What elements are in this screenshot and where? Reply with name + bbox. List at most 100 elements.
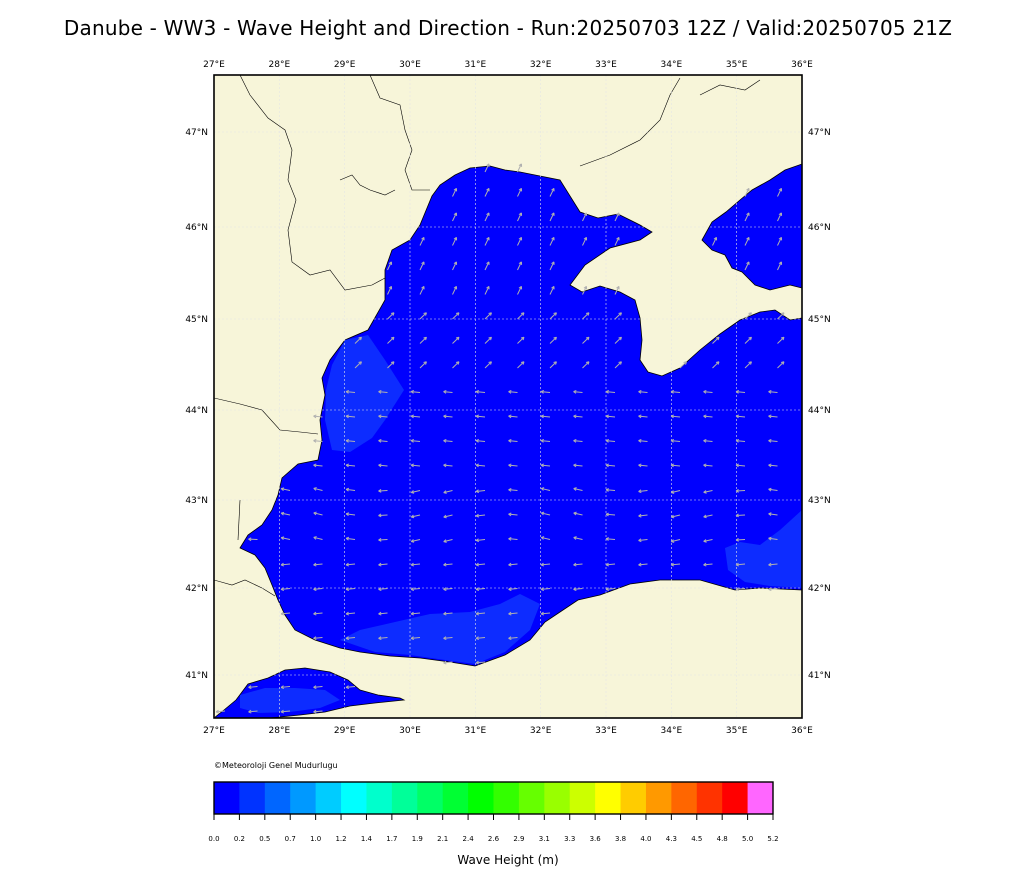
wave-arrow-head bbox=[475, 662, 480, 665]
wave-arrow bbox=[508, 489, 518, 491]
wave-arrow bbox=[541, 536, 551, 540]
lon-labels-top: 27°E 28°E 29°E 30°E 31°E 32°E 33°E 34°E 35°E 36°E bbox=[203, 60, 813, 70]
wave-arrow-head bbox=[638, 564, 642, 567]
wave-arrow-head bbox=[508, 538, 512, 541]
wave-arrow bbox=[215, 710, 226, 713]
wave-arrow-head bbox=[248, 711, 252, 714]
wave-arrow bbox=[605, 588, 616, 590]
wave-arrow-head bbox=[748, 361, 752, 364]
wave-arrow bbox=[313, 440, 323, 442]
wave-arrow bbox=[443, 514, 453, 518]
wave-arrow-head bbox=[280, 686, 285, 690]
wave-arrow-head bbox=[638, 540, 642, 543]
lon-label: 31°E bbox=[465, 60, 487, 70]
wave-arrow-head bbox=[443, 588, 447, 592]
wave-arrow-head bbox=[573, 537, 577, 540]
lat-label: 43°N bbox=[808, 496, 831, 506]
wave-arrow-head bbox=[638, 440, 642, 443]
wave-arrow bbox=[508, 464, 518, 467]
colorbar-swatch bbox=[214, 782, 240, 814]
wave-arrow-head bbox=[780, 336, 785, 339]
wave-arrow-head bbox=[540, 588, 545, 592]
wave-arrow bbox=[549, 188, 555, 197]
wave-arrow-head bbox=[551, 285, 555, 289]
wave-arrow-head bbox=[443, 492, 447, 494]
wave-arrow-head bbox=[735, 415, 739, 419]
wave-arrow-head bbox=[573, 564, 577, 567]
wave-arrow bbox=[703, 514, 713, 518]
wave-arrow bbox=[573, 563, 583, 566]
colorbar-tick-label: 5.0 bbox=[742, 835, 753, 843]
wave-arrow bbox=[614, 237, 620, 246]
wave-arrow bbox=[378, 588, 388, 590]
wave-arrow-head bbox=[345, 488, 349, 492]
wave-arrow-head bbox=[345, 391, 349, 394]
wave-arrow bbox=[345, 612, 356, 615]
wave-arrow-head bbox=[573, 415, 577, 419]
wave-arrow-head bbox=[551, 212, 555, 216]
lon-label: 27°E bbox=[203, 60, 225, 70]
wave-arrow-head bbox=[313, 613, 317, 616]
wave-arrow-head bbox=[280, 512, 284, 516]
wave-arrow-head bbox=[411, 516, 415, 519]
wave-arrow bbox=[313, 686, 323, 688]
wave-arrow-head bbox=[411, 491, 415, 494]
lat-labels-right: 47°N 46°N 45°N 44°N 43°N 42°N 41°N bbox=[808, 128, 831, 681]
colorbar-swatch bbox=[468, 782, 494, 814]
wave-arrow-head bbox=[735, 440, 739, 443]
wave-arrow-head bbox=[421, 285, 425, 289]
wave-arrow bbox=[671, 539, 681, 543]
wave-arrow-head bbox=[605, 391, 609, 394]
colorbar-swatch bbox=[315, 782, 342, 814]
wave-arrow bbox=[345, 440, 356, 442]
wave-arrow bbox=[484, 188, 490, 197]
wave-arrow-head bbox=[748, 336, 752, 339]
wave-arrow bbox=[638, 563, 648, 566]
wave-patch-marmara bbox=[240, 688, 340, 713]
wave-arrow-head bbox=[410, 391, 414, 394]
wave-arrow bbox=[605, 489, 616, 491]
wave-arrow-head bbox=[378, 588, 382, 592]
wave-arrow-head bbox=[670, 415, 674, 419]
wave-arrow-head bbox=[378, 415, 382, 419]
wave-arrow bbox=[475, 514, 486, 517]
wave-patch-east bbox=[725, 510, 802, 588]
wave-arrow-head bbox=[421, 261, 425, 265]
wave-arrow-head bbox=[443, 564, 447, 567]
wave-arrow-head bbox=[768, 564, 772, 567]
wave-arrow bbox=[517, 261, 522, 271]
wave-arrow-head bbox=[475, 440, 479, 443]
colorbar-tick-label: 2.1 bbox=[437, 835, 448, 843]
colorbar-swatch bbox=[569, 782, 596, 814]
wave-arrow-head bbox=[583, 212, 587, 216]
wave-arrow-head bbox=[378, 464, 382, 468]
wave-arrow bbox=[346, 537, 356, 540]
lon-label: 36°E bbox=[791, 60, 813, 70]
wave-arrow-head bbox=[508, 464, 512, 468]
wave-arrow-head bbox=[780, 361, 785, 364]
wave-arrow-head bbox=[605, 588, 610, 592]
wave-arrow bbox=[508, 612, 518, 615]
wave-arrow bbox=[768, 415, 778, 418]
wave-arrow-head bbox=[703, 464, 707, 468]
wave-arrow-head bbox=[638, 491, 642, 494]
wave-arrow-head bbox=[378, 564, 382, 567]
wave-arrow bbox=[411, 514, 421, 518]
wave-arrow-head bbox=[703, 440, 707, 443]
colorbar-tick-label: 3.3 bbox=[564, 835, 575, 843]
wave-arrow-head bbox=[585, 336, 590, 339]
wave-arrow bbox=[484, 212, 490, 222]
wave-arrow-head bbox=[670, 464, 674, 468]
wave-arrow-head bbox=[345, 686, 350, 690]
colorbar-swatch bbox=[620, 782, 647, 814]
wave-arrow bbox=[443, 612, 453, 615]
lon-label: 32°E bbox=[530, 60, 552, 70]
wave-arrow bbox=[638, 391, 648, 393]
land-borders bbox=[214, 75, 761, 597]
wave-arrow-head bbox=[486, 236, 490, 240]
wave-arrow-head bbox=[486, 163, 490, 167]
wave-arrow bbox=[735, 563, 746, 566]
wave-arrow bbox=[313, 487, 323, 491]
wave-arrow-head bbox=[453, 212, 457, 216]
wave-arrow-head bbox=[583, 285, 587, 289]
